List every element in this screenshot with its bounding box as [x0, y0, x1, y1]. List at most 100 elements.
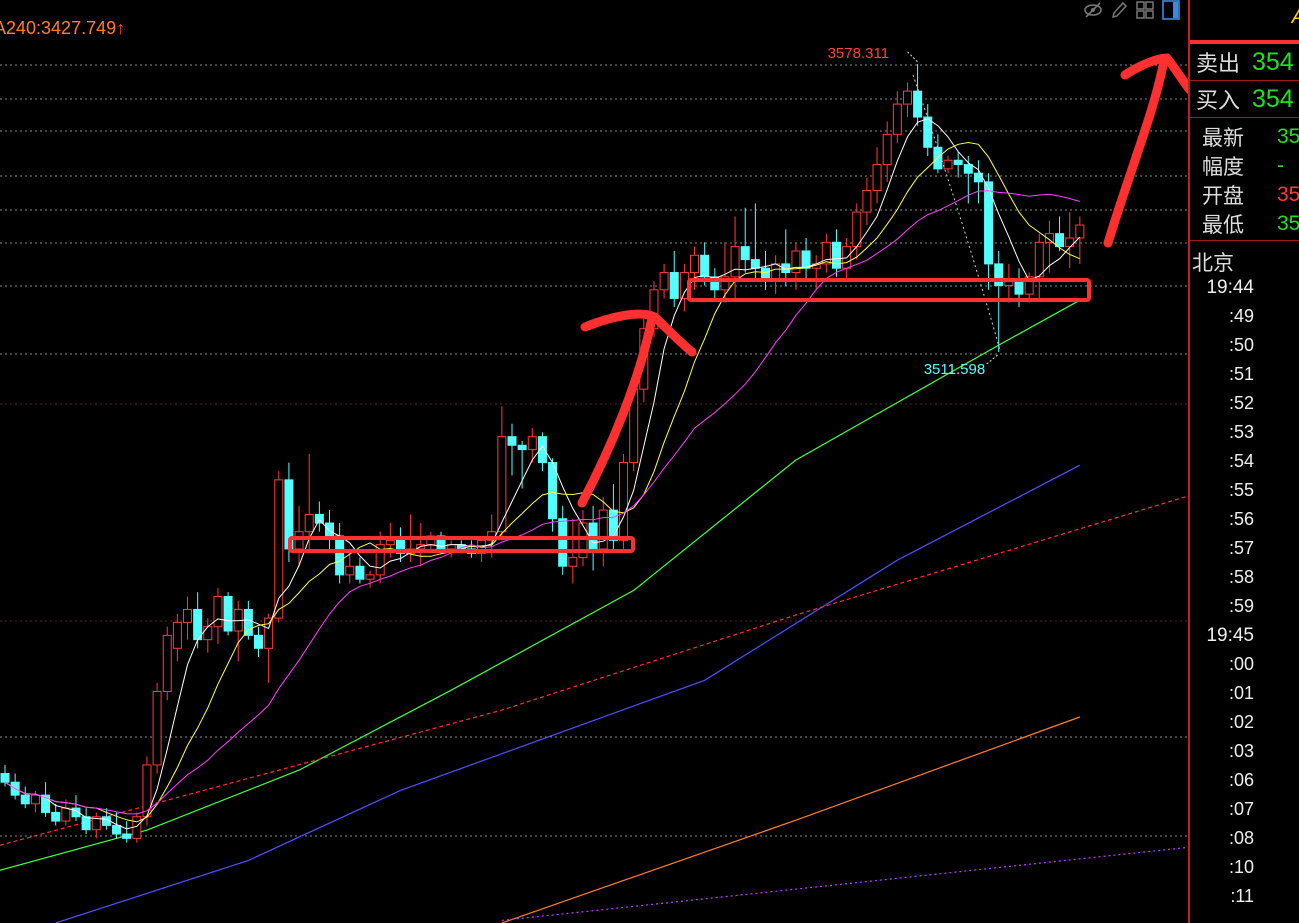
candle [1055, 216, 1065, 251]
panel-header: A [1190, 0, 1299, 44]
low-mark-label: 3511.598 [924, 361, 985, 378]
candles [0, 63, 1085, 843]
candle [0, 764, 10, 787]
candle [527, 428, 537, 463]
candle-body [608, 509, 618, 541]
eye-slash-icon[interactable] [1083, 0, 1103, 20]
candle-body [1065, 237, 1075, 248]
candle [598, 497, 608, 567]
quote-value: 35 [1277, 124, 1299, 148]
timezone-label: 北京 [1192, 252, 1234, 275]
candle [223, 592, 233, 636]
candle-body [1024, 276, 1034, 295]
candle [730, 216, 740, 299]
candle-body [507, 436, 517, 446]
candle-body [1075, 224, 1085, 239]
candle [761, 250, 770, 290]
pencil-icon[interactable] [1109, 0, 1129, 20]
candle-body [193, 608, 203, 641]
high-low-connector [912, 74, 1001, 351]
sell-row[interactable]: 卖出 354 [1190, 44, 1299, 81]
candle-body [497, 436, 507, 533]
quote-value: 35 [1277, 211, 1299, 235]
candle [304, 453, 314, 549]
candle [1004, 263, 1014, 303]
ma240-readout: A240:3427.749↑ [0, 18, 125, 39]
grid-icon[interactable] [1135, 0, 1155, 20]
candle-body [172, 621, 182, 649]
candle [324, 510, 334, 549]
candle [801, 237, 811, 282]
tick-time: :00 [1228, 654, 1254, 674]
candle-body [943, 159, 953, 170]
candle [446, 540, 456, 558]
candle-body [335, 535, 345, 576]
candle-body [243, 608, 253, 636]
candle-body [314, 513, 324, 524]
candle [122, 821, 132, 843]
candle [831, 229, 841, 277]
arrow-up-1 [577, 309, 697, 508]
candle [497, 406, 507, 541]
candle [132, 812, 142, 843]
candle [953, 151, 963, 178]
candle [335, 523, 345, 584]
candle [811, 255, 821, 290]
candle-body [791, 250, 801, 274]
candle-body [213, 595, 223, 628]
buy-row[interactable]: 买入 354 [1190, 81, 1299, 118]
candle [71, 795, 81, 822]
candle-body [740, 246, 750, 261]
candle-body [730, 246, 740, 278]
candle [152, 682, 162, 774]
candle [254, 626, 263, 657]
candle-body [294, 531, 304, 550]
candle [781, 229, 791, 286]
candle-body [963, 164, 973, 174]
candle-body [30, 794, 40, 805]
candle-body [923, 116, 933, 148]
candle-body [548, 462, 558, 520]
high-mark-label: 3578.311 [828, 45, 889, 62]
candle [81, 808, 91, 835]
panel-icon[interactable] [1161, 0, 1181, 20]
candle [872, 147, 882, 204]
candle [41, 782, 51, 817]
candle-body [902, 90, 912, 105]
candle-body [527, 436, 537, 451]
candle-body [821, 241, 831, 265]
ma120-line [55, 464, 1081, 923]
candle [365, 570, 375, 588]
candle [314, 501, 324, 532]
short-moving-averages [4, 118, 1081, 830]
candle-body [892, 103, 902, 135]
tick-time: :57 [1228, 538, 1254, 558]
ma5-line [4, 118, 1081, 830]
tick-time: :51 [1228, 364, 1254, 384]
candle-body [71, 807, 81, 818]
candle-body [852, 211, 862, 248]
candlestick-chart[interactable]: 3578.311 3511.598 [0, 0, 1188, 923]
candle [720, 242, 730, 303]
candle [162, 626, 172, 701]
ma240-value: A240:3427.749 [0, 18, 117, 38]
hand-annotations [288, 53, 1188, 553]
tick-time: :02 [1228, 712, 1254, 732]
quote-label: 最低 [1202, 213, 1244, 237]
candle-body [517, 444, 527, 451]
candle [619, 453, 629, 549]
tick-time: 19:45 [1206, 625, 1254, 646]
tick-time: :56 [1228, 509, 1254, 529]
support-box-2 [687, 278, 1091, 302]
candle [750, 203, 760, 282]
candle [669, 250, 679, 308]
candle-body [750, 259, 760, 269]
tick-time: :01 [1228, 683, 1254, 703]
candle-body [122, 833, 132, 839]
candle-body [324, 522, 334, 537]
quote-label: 幅度 [1202, 155, 1244, 179]
candle [791, 242, 801, 290]
candle-body [162, 634, 172, 692]
buy-value: 354 [1252, 84, 1294, 113]
arrow-up-2 [1103, 53, 1188, 248]
